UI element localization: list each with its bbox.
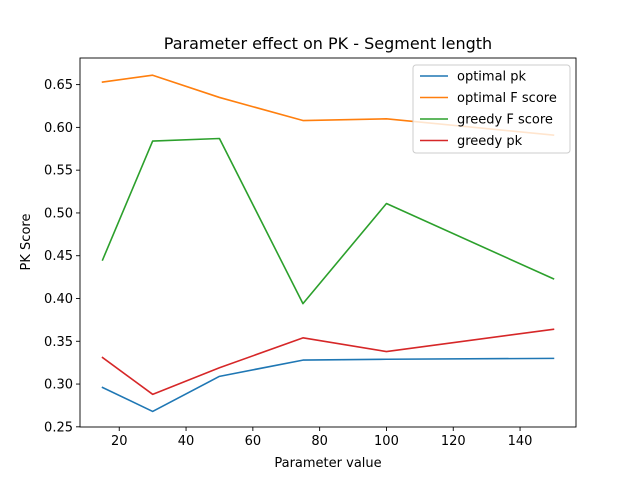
y-tick-label: 0.55 (44, 164, 73, 179)
legend-box (412, 64, 571, 154)
y-tick-label: 0.45 (44, 249, 73, 264)
y-tick-label: 0.40 (44, 292, 73, 307)
legend: optimal pk optimal F score greedy F score g… (412, 64, 571, 154)
y-tick-label: 0.60 (44, 121, 73, 136)
y-tick-label: 0.30 (44, 378, 73, 393)
x-tick-label: 40 (178, 434, 195, 449)
y-tick-label: 0.25 (44, 420, 73, 435)
series-line-optimal-pk (101, 357, 555, 413)
chart-title: Parameter effect on PK - Segment length (164, 34, 492, 53)
legend-label: greedy F score (457, 113, 553, 128)
y-tick-label: 0.50 (44, 206, 73, 221)
legend-label: optimal pk (457, 70, 527, 85)
x-tick-label: 20 (111, 434, 128, 449)
axes-layer: 20 40 60 80 100 120 140 0.25 0.30 0.35 0.40 0.45 0.5… (44, 57, 577, 449)
x-tick-label: 120 (441, 434, 466, 449)
series-line-greedy-pk (101, 328, 555, 396)
legend-label: optimal F score (457, 91, 557, 106)
y-tick-label: 0.65 (44, 78, 73, 93)
x-tick-label: 140 (508, 434, 533, 449)
x-tick-label: 60 (245, 434, 262, 449)
x-tick-label: 80 (311, 434, 328, 449)
x-axis-label: Parameter value (274, 456, 381, 471)
y-tick-label: 0.35 (44, 335, 73, 350)
y-axis-label: PK Score (19, 214, 34, 271)
axes-frame (79, 57, 577, 428)
legend-label: greedy pk (457, 134, 523, 149)
series-line-greedy-f-score (101, 137, 555, 305)
x-tick-label: 100 (374, 434, 399, 449)
